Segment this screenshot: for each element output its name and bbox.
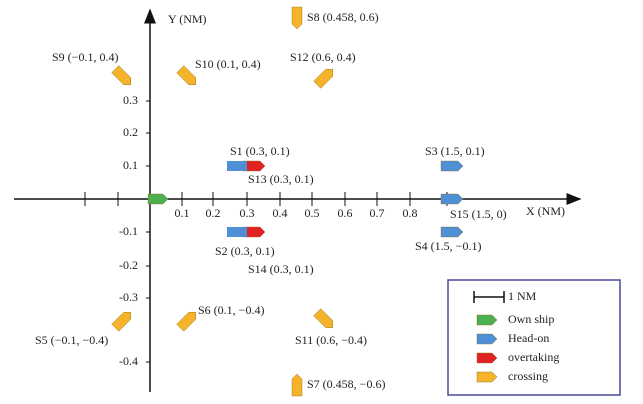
- ship-label: S11 (0.6, −0.4): [295, 333, 367, 347]
- legend-swatch: [476, 352, 498, 364]
- legend-label: 1 NM: [508, 289, 537, 303]
- y-axis-label: Y (NM): [168, 12, 207, 26]
- y-tick-label: -0.2: [119, 258, 138, 272]
- head-on-ship: [440, 160, 464, 172]
- x-tick-label: 0.7: [370, 206, 385, 220]
- legend-label: crossing: [508, 369, 548, 383]
- ship-label: S2 (0.3, 0.1): [215, 244, 275, 258]
- x-axis-label: X (NM): [526, 204, 565, 218]
- head-on-ship: [440, 226, 464, 238]
- head-on-ship: [227, 227, 247, 237]
- crossing-ship: [111, 312, 131, 332]
- ship-label: S5 (−0.1, −0.4): [35, 333, 108, 347]
- crossing-ship: [176, 65, 196, 85]
- x-tick-label: 0.3: [240, 206, 255, 220]
- ship-label: S8 (0.458, 0.6): [307, 10, 379, 24]
- ship-label: S6 (0.1, −0.4): [198, 303, 264, 317]
- x-tick-label: 0.5: [305, 206, 320, 220]
- head-on-ship: [440, 193, 464, 205]
- ship-label: S14 (0.3, 0.1): [248, 262, 314, 276]
- y-tick-label: -0.4: [119, 354, 138, 368]
- legend-box: [447, 279, 621, 396]
- crossing-ship: [313, 308, 333, 328]
- y-tick-label: 0.3: [123, 93, 138, 107]
- legend-swatch: [476, 314, 498, 326]
- crossing-ship: [291, 6, 303, 30]
- x-tick-label: 0.8: [403, 206, 418, 220]
- own-ship: [147, 193, 169, 205]
- ship-label: S7 (0.458, −0.6): [307, 377, 385, 391]
- crossing-ship: [291, 373, 303, 397]
- ship-label: S3 (1.5, 0.1): [425, 144, 485, 158]
- crossing-ship: [176, 312, 196, 332]
- legend-swatch: [476, 333, 498, 345]
- ship-label: S4 (1.5, −0.1): [415, 239, 481, 253]
- crossing-ship: [111, 65, 131, 85]
- ship-label: S9 (−0.1, 0.4): [52, 50, 118, 64]
- legend-swatch: [476, 371, 498, 383]
- legend-label: Head-on: [508, 331, 549, 345]
- x-tick-label: 0.1: [175, 206, 190, 220]
- x-tick-label: 0.6: [338, 206, 353, 220]
- legend-label: Own ship: [508, 312, 554, 326]
- y-tick-label: -0.1: [119, 224, 138, 238]
- ship-label: S13 (0.3, 0.1): [248, 172, 314, 186]
- y-tick-label: 0.2: [123, 125, 138, 139]
- y-tick-label: 0.1: [123, 158, 138, 172]
- head-on-ship: [227, 161, 247, 171]
- crossing-ship: [313, 69, 333, 89]
- y-tick-label: -0.3: [119, 290, 138, 304]
- ship-label: S15 (1.5, 0): [450, 207, 507, 221]
- x-tick-label: 0.4: [273, 206, 288, 220]
- ship-label: S12 (0.6, 0.4): [290, 50, 356, 64]
- x-tick-label: 0.2: [206, 206, 221, 220]
- ship-label: S1 (0.3, 0.1): [230, 144, 290, 158]
- ship-label: S10 (0.1, 0.4): [195, 57, 261, 71]
- legend-label: overtaking: [508, 350, 559, 364]
